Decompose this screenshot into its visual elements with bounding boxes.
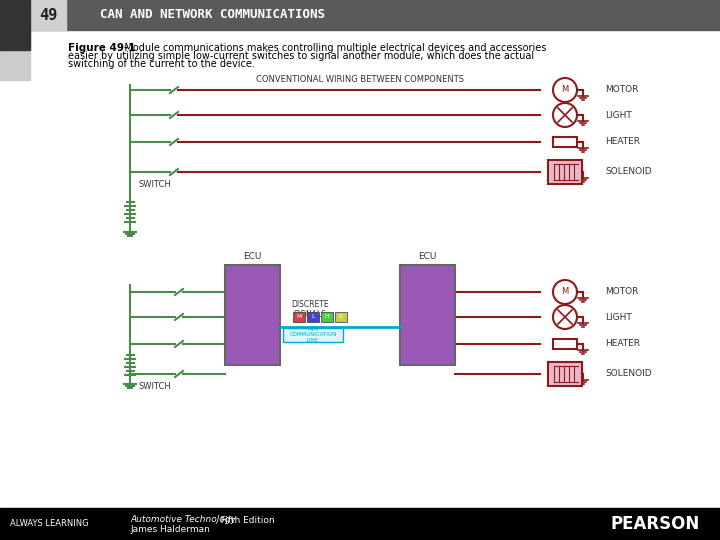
Text: switching of the current to the device.: switching of the current to the device. <box>68 59 255 69</box>
Text: James Halderman: James Halderman <box>130 524 210 534</box>
Bar <box>293 312 305 322</box>
Text: SOLENOID: SOLENOID <box>605 369 652 379</box>
Bar <box>321 312 333 322</box>
Text: CAN AND NETWORK COMMUNICATIONS: CAN AND NETWORK COMMUNICATIONS <box>100 9 325 22</box>
Text: ALWAYS LEARNING: ALWAYS LEARNING <box>10 519 89 529</box>
Text: MOTOR: MOTOR <box>605 287 639 296</box>
Bar <box>548 160 582 184</box>
Bar <box>225 265 280 365</box>
Text: ECU: ECU <box>243 252 261 261</box>
Bar <box>0 0 30 50</box>
Bar <box>0 508 720 540</box>
Text: LIGHT: LIGHT <box>605 111 631 119</box>
Text: M: M <box>297 314 302 320</box>
Bar <box>400 265 455 365</box>
Text: MOTOR: MOTOR <box>605 85 639 94</box>
Text: SWITCH: SWITCH <box>139 180 171 189</box>
Text: Module communications makes controlling multiple electrical devices and accessor: Module communications makes controlling … <box>115 43 546 53</box>
Bar <box>283 328 343 342</box>
Bar <box>307 312 319 322</box>
Text: SWITCH: SWITCH <box>139 382 171 391</box>
Text: L: L <box>311 314 315 320</box>
Text: HEATER: HEATER <box>605 138 640 146</box>
Text: M: M <box>562 85 569 94</box>
Bar <box>30 0 66 30</box>
Bar <box>548 362 582 386</box>
Text: CONVENTIONAL WIRING BETWEEN COMPONENTS: CONVENTIONAL WIRING BETWEEN COMPONENTS <box>256 75 464 84</box>
Text: S: S <box>339 314 343 320</box>
Bar <box>0 30 30 80</box>
Text: LIGHT: LIGHT <box>605 313 631 321</box>
Text: H: H <box>325 314 329 320</box>
Text: , Fifth Edition: , Fifth Edition <box>215 516 274 524</box>
Text: SOLENOID: SOLENOID <box>605 167 652 177</box>
Text: easier by utilizing simple low-current switches to signal another module, which : easier by utilizing simple low-current s… <box>68 51 534 61</box>
Bar <box>553 339 577 349</box>
Text: PEARSON: PEARSON <box>611 515 700 533</box>
Text: ECU: ECU <box>418 252 437 261</box>
Text: Automotive Technology: Automotive Technology <box>130 516 236 524</box>
Text: M: M <box>562 287 569 296</box>
Text: MPX
COMMUNICATION
LINE: MPX COMMUNICATION LINE <box>289 327 337 343</box>
Bar <box>335 312 347 322</box>
Text: 49: 49 <box>39 8 57 23</box>
Bar <box>553 137 577 147</box>
Text: Figure 49-1: Figure 49-1 <box>68 43 135 53</box>
Text: DISCRETE
SIGNALS: DISCRETE SIGNALS <box>291 300 329 319</box>
Bar <box>0 0 720 30</box>
Text: HEATER: HEATER <box>605 340 640 348</box>
